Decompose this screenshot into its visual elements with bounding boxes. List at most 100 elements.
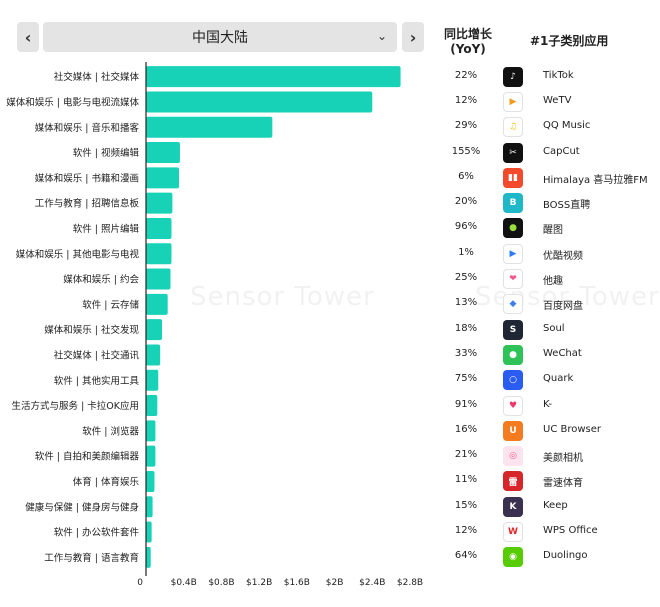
category-label: 媒体和娱乐 | 其他电影与电视	[16, 248, 140, 260]
soul-icon: S	[503, 319, 523, 340]
category-label: 软件 | 视频编辑	[73, 147, 140, 159]
top-app-name: Duolingo	[543, 550, 588, 562]
bar	[146, 521, 152, 543]
keep-icon: K	[503, 496, 523, 517]
category-label: 软件 | 其他实用工具	[54, 375, 140, 387]
category-label: 媒体和娱乐 | 社交发现	[44, 324, 139, 336]
top-app-name: Keep	[543, 499, 568, 511]
bar	[146, 546, 151, 568]
yoy-value: 91%	[454, 398, 478, 410]
yoy-value: 29%	[454, 120, 478, 132]
x-tick-label: $2.8B	[397, 578, 423, 588]
yoy-value: 12%	[454, 525, 478, 537]
next-region-button[interactable]: ›	[402, 22, 424, 52]
category-label: 软件 | 办公软件套件	[54, 527, 140, 539]
category-label: 媒体和娱乐 | 音乐和播客	[35, 122, 140, 134]
top-app-name: QQ Music	[543, 120, 591, 132]
bar	[146, 344, 161, 366]
bar	[146, 91, 373, 113]
bar	[146, 217, 172, 239]
yoy-value: 11%	[454, 474, 478, 486]
bar	[146, 66, 401, 88]
x-tick-label: $2B	[326, 578, 344, 588]
x-tick-label: $1.2B	[246, 578, 272, 588]
wechat-icon: ●	[503, 344, 523, 365]
category-label: 健康与保健 | 健身房与健身	[25, 501, 139, 513]
himalaya-icon: ▮▮	[503, 167, 523, 188]
yoy-value: 22%	[454, 69, 478, 81]
yoy-value: 155%	[451, 145, 481, 157]
top-app-name: 醒图	[543, 225, 563, 237]
category-label: 媒体和娱乐 | 约会	[63, 274, 139, 286]
category-label: 软件 | 云存储	[82, 299, 139, 311]
yoy-value: 96%	[454, 221, 478, 233]
top-app-name: CapCut	[543, 145, 580, 157]
top-app-name: 他趣	[543, 276, 563, 288]
baidu-pan-icon: ◆	[503, 294, 523, 315]
bar	[146, 293, 168, 315]
region-select[interactable]: 中国大陆 ⌄	[43, 22, 397, 52]
bar	[146, 268, 171, 290]
bar	[146, 192, 173, 214]
top-app-name: UC Browser	[543, 423, 602, 435]
yoy-value: 13%	[454, 297, 478, 309]
yoy-value: 18%	[454, 322, 478, 334]
bar	[146, 243, 172, 265]
category-label: 软件 | 照片编辑	[73, 223, 140, 235]
top-app-column-header: #1子类别应用	[530, 34, 609, 48]
category-label: 社交媒体 | 社交媒体	[54, 71, 140, 83]
bar	[146, 395, 158, 417]
top-app-name: BOSS直聘	[543, 200, 591, 212]
capcut-icon: ✂	[503, 142, 523, 163]
yoy-value: 25%	[454, 272, 478, 284]
top-app-name: 百度网盘	[543, 301, 583, 313]
category-label: 软件 | 浏览器	[82, 425, 139, 437]
chevron-left-icon: ‹	[24, 27, 32, 47]
k-song-icon: ♥	[503, 395, 523, 416]
xingtu-icon: ●	[503, 218, 523, 239]
bar	[146, 142, 180, 164]
yoy-value: 20%	[454, 196, 478, 208]
x-tick-label: 0	[137, 578, 143, 588]
tacu-icon: ❤	[503, 269, 523, 290]
bar	[146, 369, 159, 391]
bar	[146, 496, 153, 518]
region-select-value: 中国大陆	[192, 30, 248, 46]
wetv-icon: ▶	[503, 91, 523, 112]
yoy-value: 33%	[454, 347, 478, 359]
leisu-icon: 雷	[503, 471, 523, 492]
top-app-name: 美颜相机	[543, 453, 583, 465]
top-app-name: WeChat	[543, 347, 582, 359]
wps-icon: W	[503, 522, 523, 543]
boss-icon: B	[503, 193, 523, 214]
category-label: 媒体和娱乐 | 书籍和漫画	[35, 172, 139, 184]
chevron-right-icon: ›	[409, 27, 417, 47]
top-app-name: K-	[543, 398, 553, 410]
top-app-name: TikTok	[543, 69, 574, 81]
top-app-name: WeTV	[543, 94, 572, 106]
yoy-header-line1: 同比增长	[443, 27, 492, 41]
prev-region-button[interactable]: ‹	[17, 22, 39, 52]
bar	[146, 470, 155, 492]
bar	[146, 167, 179, 189]
top-app-name: 优酷视频	[543, 250, 583, 262]
duolingo-icon: ◉	[503, 547, 523, 568]
x-tick-label: $1.6B	[284, 578, 310, 588]
yoy-value: 15%	[454, 499, 478, 511]
yoy-column-header: 同比增长 (YoY)	[438, 27, 498, 57]
top-app-name: 雷速体育	[543, 478, 583, 490]
quark-icon: ○	[503, 370, 523, 391]
top-app-name: WPS Office	[543, 525, 598, 537]
meiyan-icon: ◎	[503, 446, 523, 467]
top-app-name: Quark	[543, 373, 574, 385]
x-tick-label: $0.8B	[208, 578, 234, 588]
yoy-value: 16%	[454, 423, 478, 435]
top-app-name: Soul	[543, 322, 565, 334]
bar	[146, 116, 273, 138]
youku-icon: ▶	[503, 243, 523, 264]
chevron-down-icon: ⌄	[376, 29, 387, 43]
category-label: 媒体和娱乐 | 电影与电视流媒体	[6, 96, 139, 108]
yoy-header-line2: (YoY)	[450, 42, 486, 56]
category-label: 社交媒体 | 社交通讯	[54, 349, 140, 361]
